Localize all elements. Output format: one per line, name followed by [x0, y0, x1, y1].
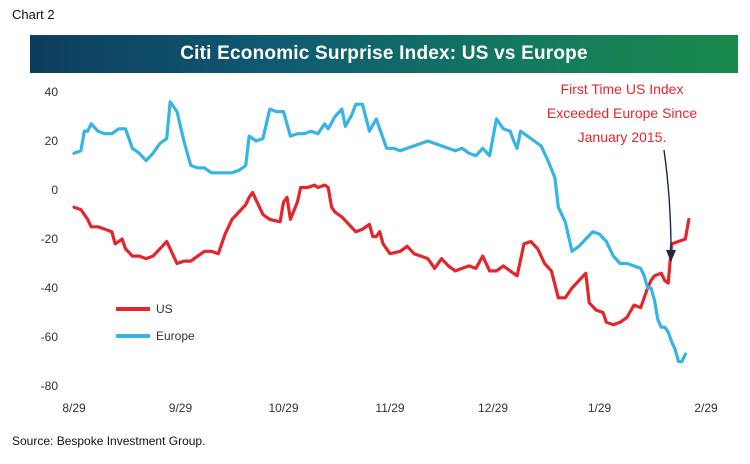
annotation-arrow-line	[663, 149, 672, 253]
annotation-line-1: First Time US Index	[561, 81, 684, 97]
y-tick-label: 20	[45, 134, 59, 148]
x-tick-label: 1/29	[588, 401, 612, 415]
chart-title-bar: Citi Economic Surprise Index: US vs Euro…	[30, 35, 738, 73]
series-layer	[72, 100, 691, 364]
y-tick-label: -80	[41, 379, 59, 393]
source-note: Source: Bespoke Investment Group.	[12, 434, 206, 448]
chart-title: Citi Economic Surprise Index: US vs Euro…	[180, 43, 588, 64]
series-line-us	[72, 183, 691, 327]
y-axis-tick-labels: 40 20 0 -20 -40 -60 -80	[41, 85, 59, 393]
x-tick-label: 9/29	[169, 401, 193, 415]
y-tick-label: -60	[41, 330, 59, 344]
y-tick-label: -40	[41, 281, 59, 295]
x-tick-label: 8/29	[62, 401, 86, 415]
legend-label-us: US	[156, 302, 173, 316]
x-tick-label: 11/29	[375, 401, 404, 415]
series-line-europe	[72, 100, 687, 364]
annotation-line-3: January 2015.	[578, 129, 667, 145]
y-tick-label: -20	[41, 232, 59, 246]
y-tick-label: 0	[51, 183, 58, 197]
x-tick-label: 2/29	[694, 401, 718, 415]
legend: US Europe	[116, 302, 195, 343]
legend-label-europe: Europe	[156, 329, 195, 343]
x-axis-tick-labels: 8/29 9/29 10/29 11/29 12/29 1/29 2/29	[62, 401, 718, 415]
annotation-arrow-head	[666, 250, 676, 262]
x-tick-label: 10/29	[269, 401, 299, 415]
y-tick-label: 40	[45, 85, 59, 99]
x-tick-label: 12/29	[478, 401, 508, 415]
chart-number-label: Chart 2	[12, 7, 55, 22]
annotation: First Time US Index Exceeded Europe Sinc…	[547, 81, 697, 262]
annotation-line-2: Exceeded Europe Since	[547, 105, 697, 121]
